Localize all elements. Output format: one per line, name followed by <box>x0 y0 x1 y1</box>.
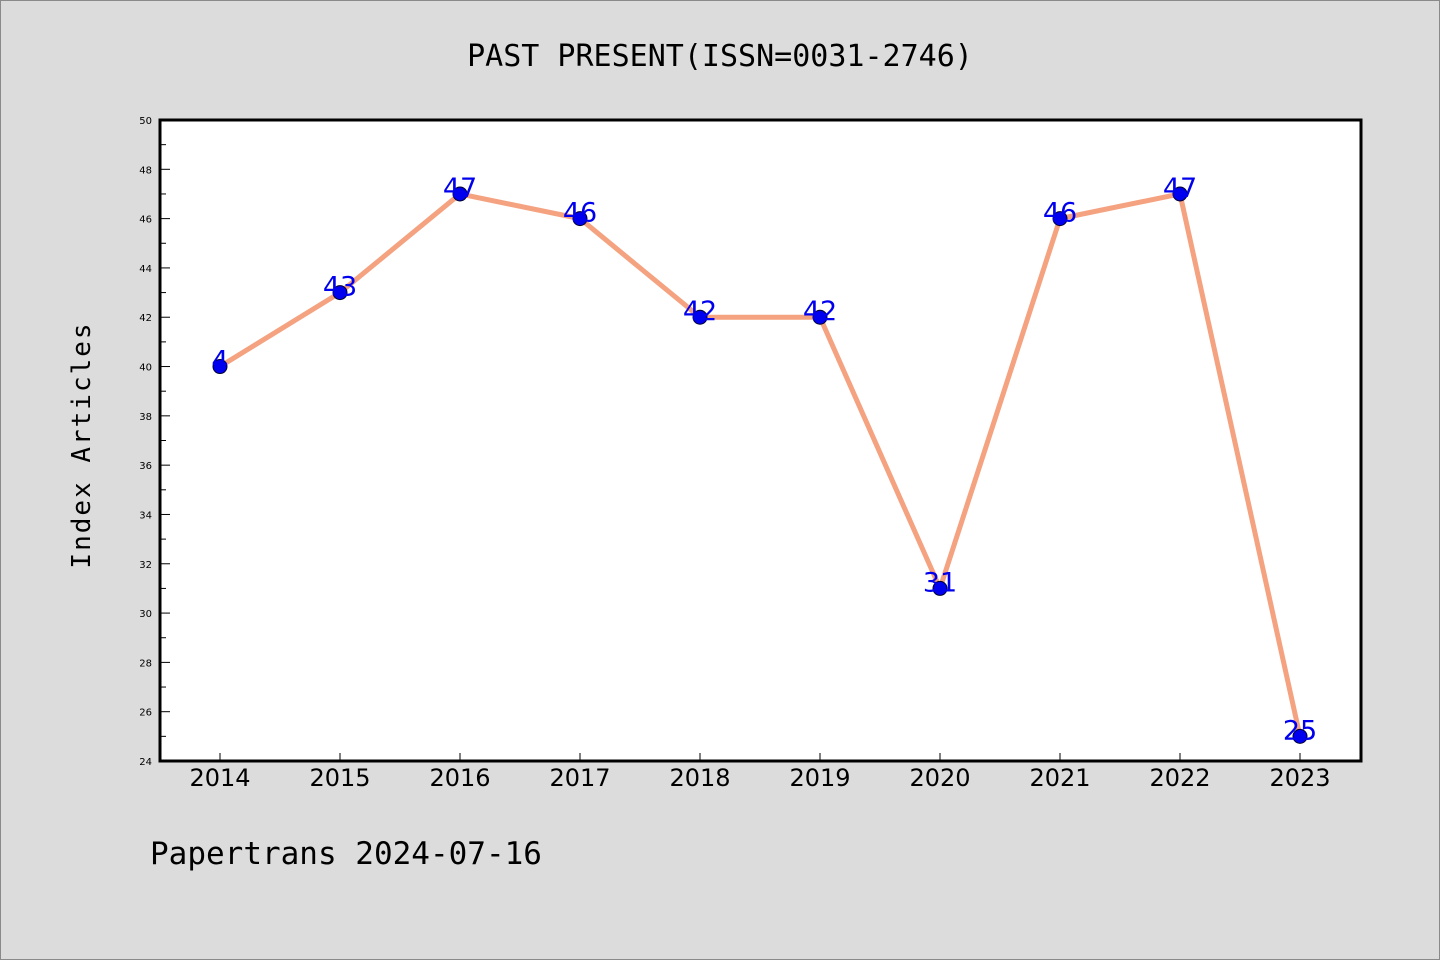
y-axis-label: Index Articles <box>67 321 97 568</box>
y-tick-label: 48 <box>139 165 152 176</box>
y-tick-label: 34 <box>139 510 152 521</box>
data-point-marker <box>332 285 348 301</box>
data-label: 46 <box>1043 198 1077 229</box>
y-axis-tick-labels: 24 26 28 30 32 34 36 38 40 42 44 46 48 50 <box>139 116 152 768</box>
plot-area <box>160 120 1361 761</box>
plot-border <box>158 118 1363 763</box>
data-label: 46 <box>563 198 597 229</box>
y-tick-label: 46 <box>139 215 152 226</box>
data-point-marker <box>572 211 588 227</box>
data-point-marker <box>812 309 828 325</box>
y-tick-label: 26 <box>139 708 152 719</box>
data-labels: 4 43 47 46 42 42 31 46 47 25 <box>211 173 1317 746</box>
x-tick-label: 2018 <box>669 764 730 792</box>
data-label: 25 <box>1283 715 1317 746</box>
data-point-marker <box>1172 186 1188 202</box>
data-point-marker <box>1292 728 1308 744</box>
y-tick-label: 32 <box>139 560 152 571</box>
x-tick-label: 2016 <box>429 764 490 792</box>
y-tick-label: 28 <box>139 658 152 669</box>
x-tick-label: 2022 <box>1149 764 1210 792</box>
y-tick-label: 44 <box>139 264 152 275</box>
data-label: 42 <box>803 296 837 327</box>
y-tick-label: 38 <box>139 412 152 423</box>
x-axis-tick-labels: 2014 2015 2016 2017 2018 2019 2020 2021 2022 2023 <box>189 764 1330 792</box>
data-point-marker <box>452 186 468 202</box>
watermark-text: Papertrans 2024-07-16 <box>150 836 542 872</box>
x-tick-label: 2021 <box>1029 764 1090 792</box>
y-tick-label: 36 <box>139 461 152 472</box>
data-label: 43 <box>323 272 357 303</box>
y-tick-label: 50 <box>139 116 152 127</box>
data-label: 47 <box>1163 173 1197 204</box>
data-point-markers <box>212 186 1308 744</box>
x-tick-label: 2015 <box>309 764 370 792</box>
data-point-marker <box>212 359 228 375</box>
x-tick-label: 2023 <box>1269 764 1330 792</box>
y-tick-label: 42 <box>139 313 152 324</box>
x-tick-label: 2017 <box>549 764 610 792</box>
x-tick-label: 2020 <box>909 764 970 792</box>
data-label: 31 <box>923 567 957 598</box>
x-tick-label: 2019 <box>789 764 850 792</box>
data-point-marker <box>692 309 708 325</box>
y-tick-label: 40 <box>139 363 152 374</box>
data-label: 42 <box>683 296 717 327</box>
y-tick-label: 24 <box>139 757 152 768</box>
y-tick-label: 30 <box>139 609 152 620</box>
chart-title: PAST PRESENT(ISSN=0031-2746) <box>467 39 973 74</box>
series-line <box>217 191 1303 739</box>
data-point-marker <box>932 580 948 596</box>
data-label: 4 <box>211 346 228 377</box>
data-label: 47 <box>443 173 477 204</box>
x-tick-label: 2014 <box>189 764 250 792</box>
data-point-marker <box>1052 211 1068 227</box>
